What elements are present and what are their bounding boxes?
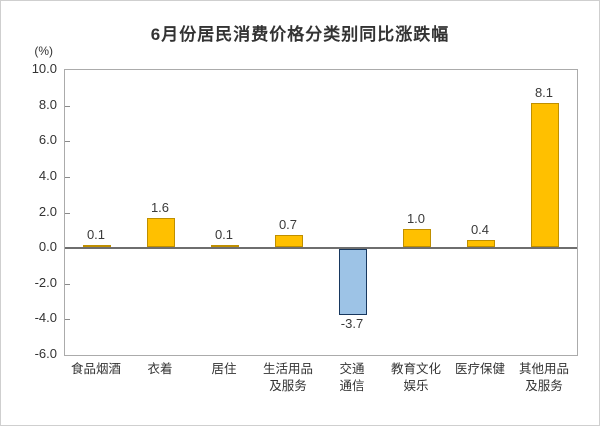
bar-value-label: 8.1: [534, 85, 554, 100]
bar-value-label: 1.0: [406, 211, 426, 226]
category-label-line: 其他用品: [518, 362, 569, 376]
category-label-line: 生活用品: [262, 362, 313, 376]
y-tick-mark: [65, 284, 70, 285]
y-tick-mark: [65, 141, 70, 142]
y-tick-label: 0.0: [38, 239, 57, 254]
category-label-line: 食品烟酒: [70, 362, 121, 376]
y-tick-label: 8.0: [38, 97, 57, 112]
bar-生活用品及服务: [275, 235, 303, 247]
category-label-交通通信: 交通 通信: [313, 361, 391, 395]
chart-title: 6月份居民消费价格分类别同比涨跌幅: [150, 25, 450, 44]
category-label-医疗保健: 医疗保健: [441, 361, 519, 378]
y-tick-mark: [65, 319, 70, 320]
bar-value-label: 0.7: [278, 217, 298, 232]
bar-value-label: -3.7: [340, 316, 364, 331]
category-label-居住: 居住: [185, 361, 263, 378]
bar-交通通信: [339, 249, 367, 315]
bar-value-label: 0.1: [214, 227, 234, 242]
category-label-其他用品及服务: 其他用品 及服务: [505, 361, 583, 395]
bar-value-label: 0.1: [86, 227, 106, 242]
y-tick-mark: [65, 177, 70, 178]
y-axis-unit-label: (%): [34, 44, 53, 58]
category-label-生活用品及服务: 生活用品 及服务: [249, 361, 327, 395]
category-label-line: 及服务: [269, 379, 307, 393]
category-label-line: 衣着: [147, 362, 173, 376]
bar-食品烟酒: [83, 245, 111, 247]
y-tick-label: 10.0: [31, 61, 57, 76]
bar-value-label: 0.4: [470, 222, 490, 237]
category-label-line: 医疗保健: [454, 362, 505, 376]
bar-医疗保健: [467, 240, 495, 247]
plot-area: [64, 69, 578, 356]
y-tick-label: -2.0: [34, 275, 57, 290]
category-label-衣着: 衣着: [121, 361, 199, 378]
y-tick-label: 4.0: [38, 168, 57, 183]
category-label-line: 交通: [339, 362, 365, 376]
bar-value-label: 1.6: [150, 200, 170, 215]
category-label-line: 教育文化: [390, 362, 441, 376]
category-label-line: 娱乐: [403, 379, 429, 393]
category-label-line: 通信: [339, 379, 365, 393]
bar-教育文化娱乐: [403, 229, 431, 247]
category-label-食品烟酒: 食品烟酒: [57, 361, 135, 378]
bar-居住: [211, 245, 239, 247]
bar-衣着: [147, 218, 175, 247]
category-label-line: 居住: [211, 362, 237, 376]
y-tick-mark: [65, 213, 70, 214]
y-tick-label: 2.0: [38, 204, 57, 219]
y-tick-label: -6.0: [34, 346, 57, 361]
y-tick-label: -4.0: [34, 310, 57, 325]
y-tick-mark: [65, 106, 70, 107]
zero-line: [65, 247, 577, 249]
bar-其他用品及服务: [531, 103, 559, 247]
y-tick-label: 6.0: [38, 132, 57, 147]
category-label-教育文化娱乐: 教育文化 娱乐: [377, 361, 455, 395]
category-label-line: 及服务: [525, 379, 563, 393]
